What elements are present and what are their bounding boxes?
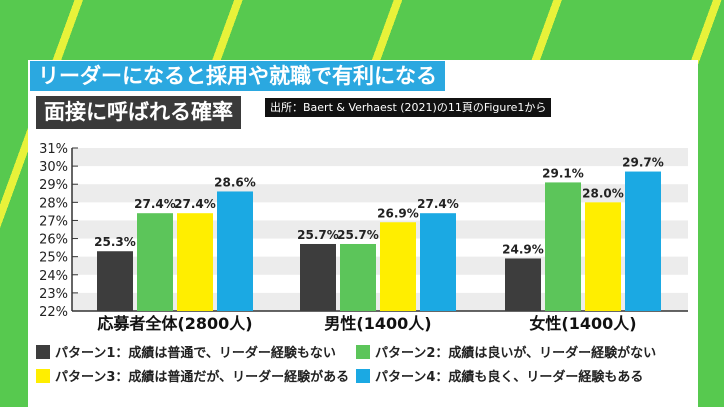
category-label: 女性(1400人) — [529, 314, 636, 333]
y-tick-label: 22% — [39, 305, 68, 320]
data-label: 26.9% — [377, 206, 419, 220]
bar — [380, 222, 416, 311]
data-label: 28.6% — [214, 175, 256, 189]
y-tick-label: 29% — [39, 178, 68, 193]
y-tick-label: 23% — [39, 287, 68, 302]
data-label: 29.7% — [622, 156, 664, 170]
legend-swatch — [356, 368, 370, 383]
data-label: 27.4% — [134, 197, 176, 211]
legend-swatch — [356, 344, 370, 359]
data-label: 29.1% — [542, 166, 584, 180]
category-label: 男性(1400人) — [324, 314, 431, 333]
legend-swatch — [36, 344, 50, 359]
bar — [177, 213, 213, 311]
y-tick-label: 26% — [39, 233, 68, 248]
y-tick-label: 27% — [39, 214, 68, 229]
legend-label: パターン1：成績は普通で、リーダー経験もない — [55, 346, 336, 361]
bar — [625, 171, 661, 311]
bar — [217, 191, 253, 311]
legend-item: パターン1：成績は普通で、リーダー経験もない — [36, 342, 336, 361]
bar — [137, 213, 173, 311]
legend-label: パターン2：成績は良いが、リーダー経験がない — [375, 346, 657, 361]
data-label: 28.0% — [582, 186, 624, 200]
y-tick-label: 24% — [39, 269, 68, 284]
data-label: 25.7% — [297, 228, 339, 242]
chart-title: 面接に呼ばれる確率 — [36, 96, 241, 129]
y-tick-label: 28% — [39, 196, 68, 211]
bar — [585, 202, 621, 311]
data-label: 25.3% — [94, 235, 136, 249]
y-tick-label: 31% — [39, 142, 68, 157]
bar — [420, 213, 456, 311]
y-tick-label: 30% — [39, 160, 68, 175]
legend-item: パターン4：成績も良く、リーダー経験もある — [356, 366, 643, 385]
legend-item: パターン2：成績は良いが、リーダー経験がない — [356, 342, 656, 361]
legend-item: パターン3：成績は普通だが、リーダー経験がある — [36, 366, 349, 385]
source-note: 出所：Baert & Verhaest (2021)の11頁のFigure1から — [265, 98, 552, 117]
bar — [97, 251, 133, 311]
legend-label: パターン3：成績は普通だが、リーダー経験がある — [55, 370, 350, 385]
legend-label: パターン4：成績も良く、リーダー経験もある — [375, 370, 644, 385]
grid-band — [72, 148, 688, 167]
data-label: 27.4% — [417, 197, 459, 211]
bar — [300, 243, 336, 311]
y-tick-label: 25% — [39, 251, 68, 266]
data-label: 25.7% — [337, 228, 379, 242]
headline: リーダーになると採用や就職で有利になる — [30, 61, 445, 91]
data-label: 24.9% — [502, 242, 544, 256]
bar — [545, 182, 581, 311]
legend-swatch — [36, 368, 50, 383]
bar — [505, 258, 541, 311]
category-label: 応募者全体(2800人) — [97, 314, 252, 333]
bar — [340, 243, 376, 311]
data-label: 27.4% — [174, 197, 216, 211]
